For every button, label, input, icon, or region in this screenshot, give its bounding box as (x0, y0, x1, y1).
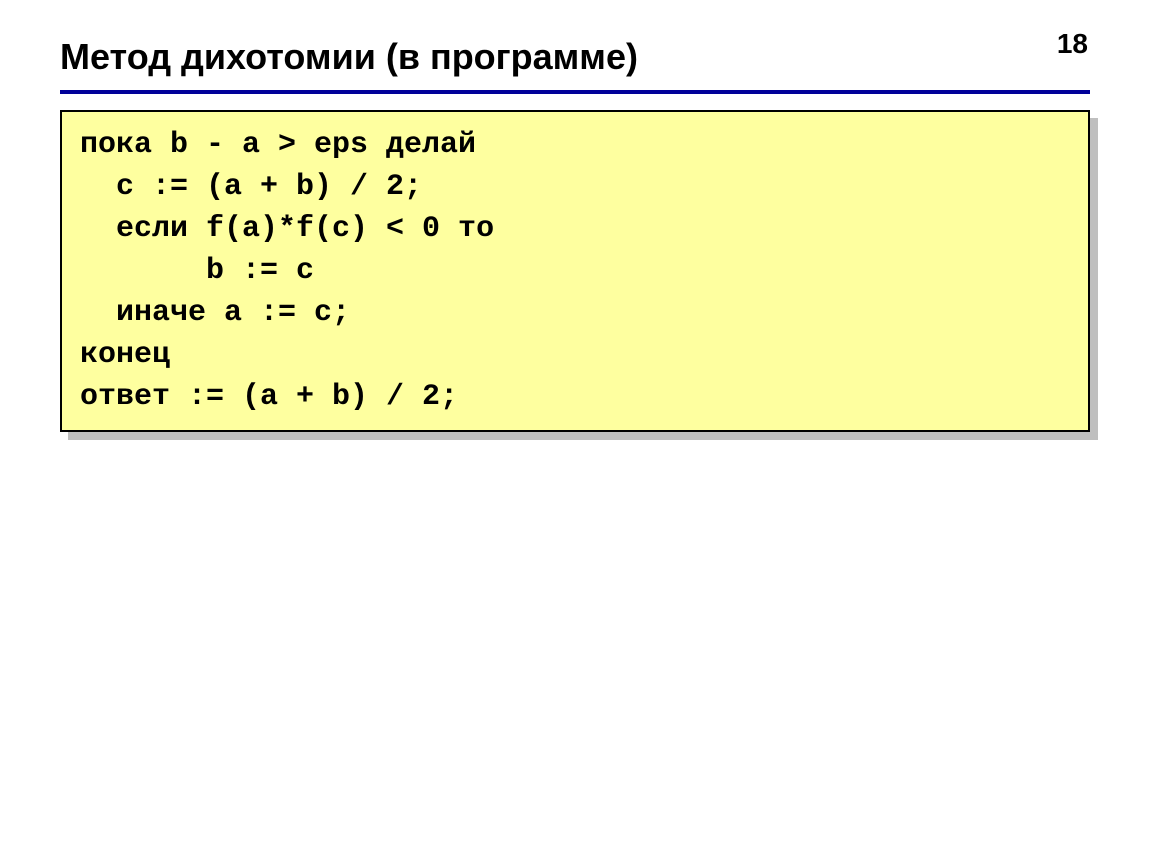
title-rule (60, 90, 1090, 94)
page-number: 18 (1057, 28, 1088, 60)
code-box: пока b - a > eps делай c := (a + b) / 2;… (60, 110, 1090, 432)
slide-title: Метод дихотомии (в программе) (60, 36, 1090, 78)
code-box-inner: пока b - a > eps делай c := (a + b) / 2;… (60, 110, 1090, 432)
code-listing: пока b - a > eps делай c := (a + b) / 2;… (80, 124, 1070, 418)
slide: 18 Метод дихотомии (в программе) пока b … (0, 0, 1150, 864)
